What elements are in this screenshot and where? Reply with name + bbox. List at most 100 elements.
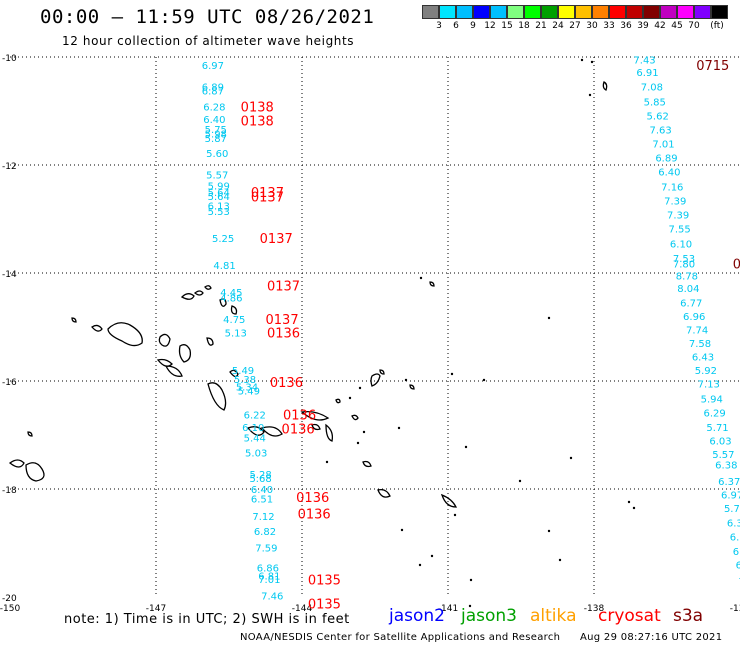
island-outlines <box>8 81 608 508</box>
swh-value: 7.01 <box>258 575 280 586</box>
legend-s3a: s3a <box>673 606 704 626</box>
colorbar-label: 36 <box>620 21 632 31</box>
island-outline <box>335 398 341 404</box>
swh-value: 5.94 <box>701 394 723 405</box>
swh-value: 6.13 <box>208 202 230 213</box>
swh-value: 6.29 <box>704 408 726 419</box>
generated-timestamp: Aug 29 08:27:16 UTC 2021 <box>580 632 723 643</box>
islet-dot <box>404 378 408 382</box>
swh-value: 4.81 <box>213 261 235 272</box>
islet-dot <box>468 604 472 608</box>
island-outline <box>27 431 33 437</box>
islet-dot <box>464 445 468 449</box>
swh-value: 6.40 <box>251 485 273 496</box>
lon-tick-label: -147 <box>146 604 166 614</box>
map-axis-labels: -10 -12 -14 -16 -18 -20-150 -147 -144 -141 -138 -1… <box>0 54 740 614</box>
swh-value: 7.39 <box>664 197 686 208</box>
colorbar-labels: 3 6 9 12 15 18 21 24 27 30 33 36 39 42 45 70 (ft) <box>422 21 740 33</box>
swh-value: 7.01 <box>652 139 674 150</box>
colorbar-swatch <box>677 5 694 19</box>
swh-value: 5.49 <box>232 366 254 377</box>
pass-number-label: 0715 <box>696 59 729 74</box>
swh-value: 5.34 <box>236 382 258 393</box>
swh-value: 7.55 <box>668 225 690 236</box>
colorbar-swatch <box>422 5 439 19</box>
pass-number-label: 0138 <box>241 115 274 130</box>
islet-dot <box>547 529 551 533</box>
swh-value: 5.60 <box>206 149 228 160</box>
lon-tick-label: -135 <box>730 604 740 614</box>
swh-value: 5.73 <box>724 504 740 515</box>
islet-dot <box>450 372 454 376</box>
swh-value: 5.68 <box>249 474 271 485</box>
swh-value: 5.38 <box>234 375 256 386</box>
islet-dot <box>325 460 329 464</box>
pass-number-label: 0135 <box>308 574 341 589</box>
lon-tick-label: -138 <box>584 604 605 614</box>
colorbar-label: 27 <box>569 21 581 31</box>
island-outline <box>158 333 171 347</box>
island-outline <box>107 322 143 347</box>
swh-value: 5.53 <box>208 207 230 218</box>
colorbar-label: 9 <box>470 21 476 31</box>
legend-jason2: jason2 <box>389 606 445 626</box>
swh-value: 4.75 <box>223 315 245 326</box>
colorbar-label: 24 <box>552 21 564 31</box>
colorbar-label: 39 <box>637 21 649 31</box>
island-outline <box>178 344 192 363</box>
small-islets <box>325 58 636 608</box>
legend-altika: altika <box>530 606 577 626</box>
swh-value: 6.82 <box>254 527 276 538</box>
swh-value: 7.12 <box>252 512 274 523</box>
island-outline <box>156 358 173 367</box>
pass-number-label: 0136 <box>298 507 331 522</box>
lon-tick-label: -150 <box>0 604 20 614</box>
islet-dot <box>358 386 362 390</box>
lon-tick-label: -144 <box>292 604 313 614</box>
colorbar-label: 15 <box>501 21 513 31</box>
lat-tick-label: -14 <box>2 270 17 280</box>
swh-value: 7.53 <box>673 254 695 265</box>
map-grid <box>10 56 740 597</box>
lon-tick-label: -141 <box>438 604 458 614</box>
swh-value: 6.40 <box>658 167 680 178</box>
island-outline <box>379 369 385 375</box>
swh-value: 7.13 <box>739 577 740 588</box>
colorbar-label: 21 <box>535 21 547 31</box>
pass-number-label: 0138 <box>241 101 274 116</box>
swh-value: 6.24 <box>736 561 740 572</box>
colorbar-swatch <box>456 5 473 19</box>
island-outline <box>230 305 238 315</box>
colorbar <box>422 5 728 19</box>
colorbar-swatch <box>490 5 507 19</box>
island-outline <box>377 488 391 498</box>
swh-value: 5.03 <box>245 448 267 459</box>
colorbar-label: (ft) <box>710 21 724 31</box>
colorbar-swatch <box>626 5 643 19</box>
pass-number-label: 0136 <box>267 326 300 341</box>
islet-dot <box>469 578 473 582</box>
colorbar-swatch <box>609 5 626 19</box>
island-outline <box>25 462 45 482</box>
swh-value: 6.96 <box>683 312 705 323</box>
colorbar-label: 12 <box>484 21 496 31</box>
swh-value: 6.03 <box>709 436 731 447</box>
lat-tick-label: -12 <box>2 162 17 172</box>
swh-value: 7.08 <box>641 83 663 94</box>
islet-dot <box>397 426 401 430</box>
swh-value: 6.77 <box>680 299 702 310</box>
colorbar-swatch <box>524 5 541 19</box>
island-outline <box>193 290 204 296</box>
page-subtitle: 12 hour collection of altimeter wave hei… <box>62 34 355 48</box>
swh-value: 5.64 <box>208 188 230 199</box>
colorbar-swatch <box>643 5 660 19</box>
island-outline <box>351 414 359 421</box>
swh-value: 5.98 <box>205 130 227 141</box>
swh-value: 5.13 <box>225 328 247 339</box>
swh-value: 7.80 <box>673 259 695 270</box>
island-outline <box>602 81 608 91</box>
island-outline <box>409 384 415 390</box>
island-outline <box>229 369 239 378</box>
islet-dot <box>547 316 551 320</box>
pass-number-label: 0137 <box>260 232 293 247</box>
